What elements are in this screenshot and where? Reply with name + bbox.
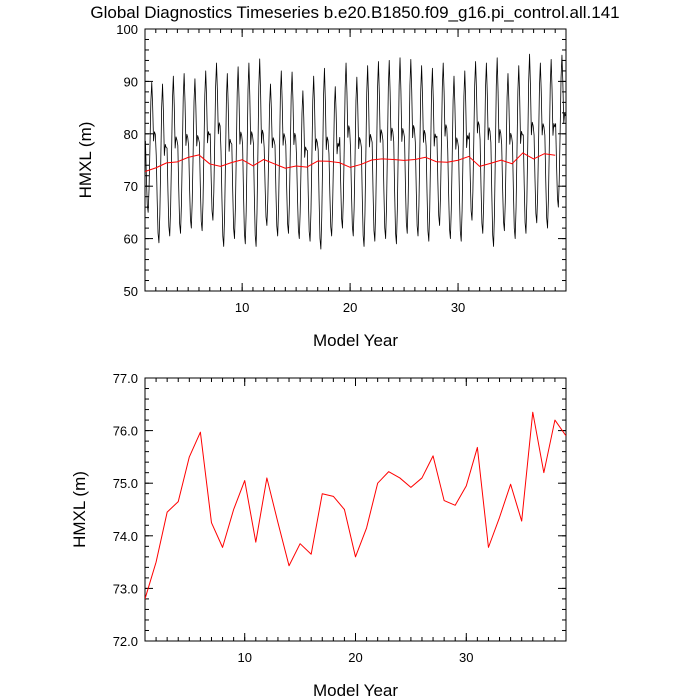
y-tick-label: 72.0 xyxy=(113,634,138,649)
plot-frame xyxy=(144,28,567,292)
y-tick-label: 100 xyxy=(116,22,138,37)
x-tick-label: 30 xyxy=(459,650,473,665)
page-title: Global Diagnostics Timeseries b.e20.B185… xyxy=(90,3,619,22)
y-axis-label: HMXL (m) xyxy=(76,122,95,199)
x-tick-label: 20 xyxy=(343,300,357,315)
y-tick-label: 75.0 xyxy=(113,476,138,491)
y-tick-label: 77.0 xyxy=(113,371,138,386)
y-tick-label: 50 xyxy=(124,284,138,299)
y-tick-label: 60 xyxy=(124,232,138,247)
x-tick-label: 10 xyxy=(235,300,249,315)
y-tick-label: 73.0 xyxy=(113,581,138,596)
plot-area xyxy=(145,411,566,600)
bottom-chart: 10 20 30 72.0 73.0 74.0 75.0 76.0 77.0 Model Year… xyxy=(70,371,567,700)
annual-mean-hmxl-series-line xyxy=(145,152,556,173)
plot-area xyxy=(145,53,566,250)
y-tick-label: 70 xyxy=(124,179,138,194)
top-chart: 10 20 30 50 60 70 80 90 100 Model Year HMXL (m) xyxy=(76,22,567,350)
monthly-hmxl-series-line xyxy=(145,53,566,250)
y-tick-label: 90 xyxy=(124,74,138,89)
x-tick-label: 10 xyxy=(237,650,251,665)
y-tick-label: 74.0 xyxy=(113,529,138,544)
y-tick-label: 80 xyxy=(124,127,138,142)
x-axis-label: Model Year xyxy=(313,681,398,700)
annual-mean-hmxl-series-line xyxy=(145,411,566,600)
x-axis-label: Model Year xyxy=(313,331,398,350)
x-tick-label: 20 xyxy=(348,650,362,665)
x-tick-label: 30 xyxy=(451,300,465,315)
y-axis-label: HMXL (m) xyxy=(70,471,89,548)
y-tick-label: 76.0 xyxy=(113,424,138,439)
